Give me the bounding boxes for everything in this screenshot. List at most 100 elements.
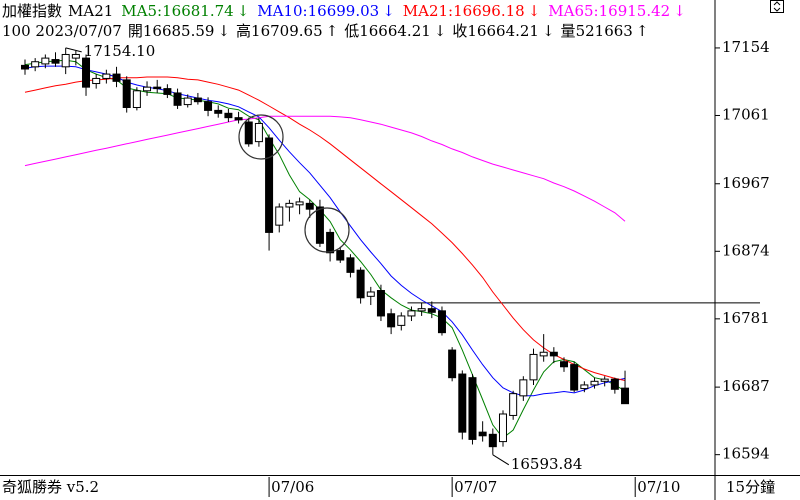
- candle-body: [448, 349, 457, 379]
- highlight-circle: [238, 114, 284, 160]
- candle-body: [41, 57, 50, 65]
- info-label: 高: [236, 22, 251, 40]
- y-tick-label: 16781: [722, 309, 770, 327]
- candle-body: [397, 315, 406, 326]
- candle-body: [173, 92, 182, 106]
- candle-body: [254, 122, 263, 143]
- info-arrow: ↓: [542, 22, 555, 40]
- ma-line: [24, 115, 626, 222]
- footer-left: 奇狐勝券 v5.2: [2, 478, 99, 496]
- candle-body: [560, 361, 569, 368]
- legend-arrow: ↓: [237, 2, 250, 20]
- info-value: 16685.59: [143, 22, 215, 40]
- candle-body: [610, 378, 619, 390]
- legend-arrow: ↓: [528, 2, 541, 20]
- chart-title: 加權指數: [2, 2, 62, 20]
- legend-name: MA21: [403, 2, 448, 20]
- info-value: 521663: [576, 22, 633, 40]
- annotation: 16593.84: [511, 455, 583, 473]
- candle-body: [315, 206, 324, 244]
- legend-arrow: ↓: [382, 2, 395, 20]
- candle-body: [590, 380, 599, 386]
- candle-body: [71, 53, 80, 59]
- header: 加權指數 MA21 MA5:16681.74 ↓ MA10:16699.03 ↓ MA21:…: [2, 2, 686, 40]
- candle-body: [346, 257, 355, 273]
- legend-value: 16681.74: [162, 2, 234, 20]
- candle-body: [193, 97, 202, 103]
- info-label: 開: [128, 22, 143, 40]
- y-tick-label: 17154: [722, 38, 770, 56]
- candle-body: [356, 269, 365, 299]
- candle-body: [488, 433, 497, 448]
- candle-body: [519, 379, 528, 397]
- scroll-box[interactable]: [770, 0, 784, 13]
- candle-body: [580, 384, 589, 390]
- candle-body: [376, 290, 385, 317]
- candle-body: [82, 57, 91, 88]
- y-tick-label: 16594: [722, 445, 770, 463]
- info-value: 16709.65: [251, 22, 323, 40]
- candle-body: [143, 86, 152, 92]
- y-tick-label: 16687: [722, 377, 770, 395]
- plot-area: [21, 47, 760, 466]
- y-tick-label: 16967: [722, 174, 770, 192]
- legend-separator: :: [448, 2, 453, 20]
- candle-body: [549, 351, 558, 357]
- annotation-leader: [492, 454, 510, 466]
- legend-name: MA65: [548, 2, 593, 20]
- candle-body: [387, 313, 396, 328]
- candle-body: [51, 59, 60, 64]
- candle-body: [498, 413, 507, 443]
- legend-value: 16915.42: [599, 2, 671, 20]
- candle-body: [326, 231, 335, 254]
- candle-body: [366, 291, 375, 297]
- candle-body: [102, 73, 111, 79]
- candle-body: [153, 86, 162, 90]
- legend-separator: :: [157, 2, 162, 20]
- scroll-icon[interactable]: [770, 0, 784, 13]
- info-prefix: 100 2023/07/07: [2, 22, 122, 40]
- x-tick-label: 07/06: [271, 478, 314, 496]
- indicator: MA21: [68, 2, 113, 20]
- candle-body: [244, 121, 253, 145]
- annotation-leader: [65, 47, 82, 53]
- info-arrow: ↑: [636, 22, 649, 40]
- candle-body: [265, 137, 274, 233]
- candle-body: [285, 202, 294, 208]
- legend-name: MA10: [257, 2, 302, 20]
- candle-body: [112, 73, 121, 82]
- x-tick-label: 07/10: [637, 478, 680, 496]
- highlight-circle: [304, 207, 350, 253]
- legend-value: 16696.18: [453, 2, 525, 20]
- info-value: 16664.21: [359, 22, 431, 40]
- candle-body: [92, 77, 101, 85]
- annotation: 17154.10: [84, 42, 156, 60]
- candle-body: [509, 393, 518, 416]
- legend-name: MA5: [121, 2, 157, 20]
- footer-right: 15分鐘: [726, 478, 775, 496]
- candle-body: [570, 364, 579, 391]
- candle-body: [204, 101, 213, 111]
- candle-body: [437, 310, 446, 334]
- info-label: 收: [452, 22, 467, 40]
- info-arrow: ↓: [434, 22, 447, 40]
- candle-body: [539, 351, 548, 357]
- candle-body: [31, 61, 40, 68]
- info-line: 100 2023/07/07 開16685.59 ↓ 高16709.65 ↑ 低16664…: [2, 22, 648, 40]
- info-label: 低: [344, 22, 359, 40]
- candle-body: [600, 378, 609, 382]
- candle-body: [529, 353, 538, 381]
- legend-separator: :: [303, 2, 308, 20]
- legend-value: 16699.03: [308, 2, 380, 20]
- y-tick-label: 16874: [722, 241, 770, 259]
- candle-body: [427, 308, 436, 313]
- candle-body: [417, 308, 426, 312]
- ma-line: [24, 76, 626, 381]
- candle-body: [478, 431, 487, 437]
- legend-separator: :: [594, 2, 599, 20]
- candle-body: [132, 90, 141, 108]
- candle-body: [122, 79, 131, 108]
